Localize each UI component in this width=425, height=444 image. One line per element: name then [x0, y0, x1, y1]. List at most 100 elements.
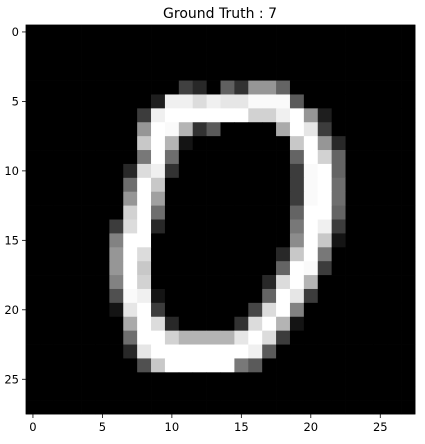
pixel-cell [26, 261, 41, 276]
pixel-cell [123, 177, 138, 193]
pixel-cell [317, 386, 332, 401]
pixel-cell [109, 108, 124, 123]
pixel-cell [206, 219, 221, 234]
pixel-cell [262, 163, 277, 179]
pixel-cell [109, 275, 124, 290]
pixel-cell [178, 38, 194, 54]
pixel-cell [248, 163, 263, 179]
pixel-cell [67, 38, 82, 54]
pixel-cell [220, 191, 235, 206]
pixel-cell [95, 219, 110, 234]
pixel-cell [289, 233, 305, 248]
pixel-cell [137, 233, 152, 248]
pixel-cell [95, 136, 110, 151]
pixel-cell [345, 150, 360, 165]
pixel-cell [81, 25, 96, 40]
pixel-cell [387, 94, 402, 109]
pixel-cell [53, 52, 69, 68]
pixel-cell [178, 163, 194, 179]
pixel-cell [39, 372, 55, 387]
pixel-cell [53, 80, 69, 95]
pixel-cell [67, 177, 82, 193]
pixel-cell [123, 386, 138, 401]
pixel-cell [276, 52, 291, 68]
pixel-cell [67, 108, 82, 123]
pixel-cell [123, 80, 138, 95]
pixel-cell [276, 66, 291, 81]
pixel-cell [220, 302, 235, 318]
pixel-cell [151, 177, 166, 193]
pixel-cell [67, 316, 82, 331]
pixel-cell [67, 66, 82, 81]
pixel-cell [67, 136, 82, 151]
pixel-cell [262, 247, 277, 262]
pixel-cell [234, 233, 249, 248]
pixel-cell [39, 205, 55, 220]
pixel-cell [81, 302, 96, 318]
pixel-cell [67, 330, 82, 345]
pixel-cell [81, 52, 96, 68]
pixel-cell [151, 38, 166, 54]
pixel-cell [401, 261, 416, 276]
pixel-cell [206, 205, 221, 220]
pixel-cell [387, 261, 402, 276]
pixel-cell [276, 316, 291, 331]
pixel-cell [178, 136, 194, 151]
pixel-cell [331, 288, 346, 304]
pixel-cell [248, 400, 263, 415]
pixel-cell [95, 163, 110, 179]
pixel-cell [234, 330, 249, 345]
pixel-cell [387, 80, 402, 95]
pixel-cell [53, 302, 69, 318]
pixel-cell [345, 66, 360, 81]
pixel-cell [39, 302, 55, 318]
chart-title: Ground Truth : 7 [163, 6, 277, 22]
pixel-cell [206, 288, 221, 304]
pixel-cell [401, 247, 416, 262]
pixel-cell [359, 25, 374, 40]
pixel-cell [359, 66, 374, 81]
pixel-cell [151, 219, 166, 234]
pixel-cell [289, 344, 305, 359]
pixel-cell [234, 150, 249, 165]
pixel-cell [39, 38, 55, 54]
pixel-cell [81, 400, 96, 415]
pixel-cell [401, 191, 416, 206]
pixel-cell [123, 108, 138, 123]
pixel-cell [137, 38, 152, 54]
pixel-cell [303, 177, 319, 193]
pixel-cell [220, 25, 235, 40]
pixel-cell [345, 38, 360, 54]
pixel-cell [123, 233, 138, 248]
pixel-cell [164, 344, 180, 359]
pixel-cell [164, 136, 180, 151]
pixel-cell [331, 191, 346, 206]
pixel-cell [303, 163, 319, 179]
pixel-cell [289, 52, 305, 68]
pixel-cell [331, 80, 346, 95]
pixel-cell [220, 219, 235, 234]
pixel-cell [206, 191, 221, 206]
pixel-cell [220, 163, 235, 179]
pixel-cell [248, 25, 263, 40]
pixel-cell [137, 219, 152, 234]
pixel-cell [95, 205, 110, 220]
pixel-cell [123, 163, 138, 179]
pixel-cell [401, 80, 416, 95]
pixel-cell [178, 233, 194, 248]
pixel-cell [109, 150, 124, 165]
pixel-cell [206, 386, 221, 401]
pixel-cell [151, 52, 166, 68]
pixel-cell [373, 233, 388, 248]
pixel-cell [317, 136, 332, 151]
pixel-cell [206, 372, 221, 387]
pixel-cell [401, 233, 416, 248]
pixel-cell [123, 219, 138, 234]
pixel-cell [123, 66, 138, 81]
pixel-cell [137, 177, 152, 193]
pixel-cell [53, 247, 69, 262]
pixel-cell [276, 302, 291, 318]
pixel-cell [81, 205, 96, 220]
pixel-cell [401, 94, 416, 109]
pixel-cell [331, 386, 346, 401]
